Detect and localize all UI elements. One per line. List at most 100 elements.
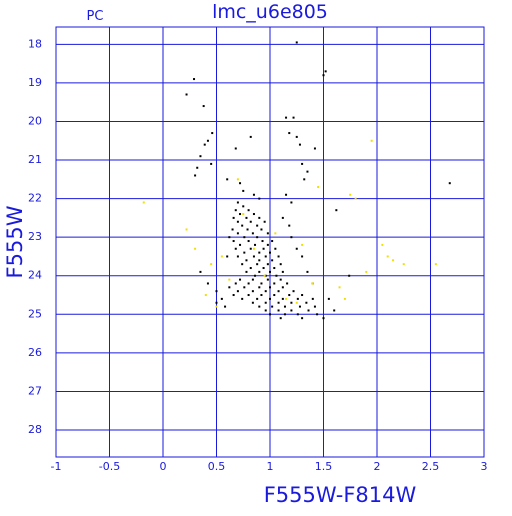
y-tick-label: 18 bbox=[28, 37, 42, 50]
y-tick-label: 27 bbox=[28, 384, 42, 397]
data-point bbox=[246, 228, 249, 231]
data-point bbox=[281, 297, 284, 300]
data-point bbox=[306, 270, 309, 273]
data-point bbox=[251, 301, 254, 304]
data-point bbox=[295, 301, 298, 304]
data-point bbox=[228, 278, 231, 281]
data-point bbox=[258, 251, 261, 254]
data-point bbox=[220, 255, 223, 258]
data-point bbox=[264, 255, 267, 258]
data-point bbox=[228, 236, 231, 239]
data-point bbox=[232, 216, 235, 219]
data-point bbox=[258, 197, 261, 200]
data-point bbox=[311, 282, 314, 285]
data-point bbox=[327, 297, 330, 300]
data-point bbox=[317, 186, 320, 189]
data-point bbox=[348, 274, 351, 277]
x-tick-label: 1.5 bbox=[315, 460, 333, 473]
data-point bbox=[269, 286, 271, 289]
data-point bbox=[194, 174, 197, 177]
data-point bbox=[215, 305, 218, 308]
data-point bbox=[252, 247, 255, 250]
data-point bbox=[215, 290, 218, 293]
data-point bbox=[249, 247, 252, 250]
data-point bbox=[241, 224, 244, 227]
x-tick-label: 2.5 bbox=[422, 460, 440, 473]
data-point bbox=[215, 301, 218, 304]
data-point bbox=[286, 282, 289, 285]
data-point bbox=[273, 294, 276, 297]
data-point bbox=[296, 297, 299, 300]
x-tick-label: 0 bbox=[160, 460, 167, 473]
data-point bbox=[295, 135, 298, 138]
data-point bbox=[245, 216, 248, 219]
data-point bbox=[211, 132, 214, 135]
data-point bbox=[313, 305, 316, 308]
data-point bbox=[236, 290, 239, 293]
data-point bbox=[281, 270, 284, 273]
data-point bbox=[266, 243, 269, 246]
x-tick-label: 0.5 bbox=[208, 460, 226, 473]
y-tick-label: 20 bbox=[28, 114, 42, 127]
data-point bbox=[256, 263, 259, 266]
data-point bbox=[274, 247, 277, 250]
data-point bbox=[239, 243, 242, 246]
data-point bbox=[303, 178, 306, 181]
data-point bbox=[242, 205, 245, 208]
data-point bbox=[349, 193, 352, 196]
data-point bbox=[247, 282, 250, 285]
data-point bbox=[199, 155, 202, 158]
data-point bbox=[232, 240, 235, 243]
data-point bbox=[333, 309, 336, 312]
data-point bbox=[258, 305, 261, 308]
data-point bbox=[281, 286, 284, 289]
data-point bbox=[254, 274, 257, 277]
data-point bbox=[290, 301, 293, 304]
data-point bbox=[279, 317, 282, 320]
data-point bbox=[448, 182, 451, 185]
data-point bbox=[269, 251, 271, 254]
data-point bbox=[274, 232, 277, 235]
data-point bbox=[271, 240, 274, 243]
data-point bbox=[283, 305, 286, 308]
data-point bbox=[258, 270, 261, 273]
data-point bbox=[243, 286, 246, 289]
y-tick-label: 28 bbox=[28, 423, 42, 436]
plot-frame bbox=[55, 26, 485, 458]
data-point bbox=[307, 309, 310, 312]
data-point bbox=[226, 178, 229, 181]
data-point bbox=[196, 166, 199, 169]
data-point bbox=[236, 178, 239, 181]
data-point bbox=[290, 236, 293, 239]
data-point bbox=[262, 267, 265, 270]
data-point bbox=[288, 132, 291, 135]
data-point bbox=[285, 297, 288, 300]
data-point bbox=[301, 317, 304, 320]
data-point bbox=[288, 224, 291, 227]
data-point bbox=[283, 313, 286, 316]
data-point bbox=[392, 259, 395, 262]
data-point bbox=[263, 274, 266, 277]
data-point bbox=[252, 193, 255, 196]
chart-title: lmc_u6e805 bbox=[212, 1, 328, 23]
data-point bbox=[234, 282, 237, 285]
data-point bbox=[295, 41, 298, 44]
data-point bbox=[193, 78, 196, 81]
x-tick-label: -0.5 bbox=[99, 460, 120, 473]
data-point bbox=[324, 70, 327, 73]
data-point bbox=[269, 270, 271, 273]
y-tick-label: 21 bbox=[28, 153, 42, 166]
y-tick-label: 23 bbox=[28, 230, 42, 243]
data-point bbox=[298, 143, 301, 146]
data-point bbox=[264, 274, 267, 277]
data-point bbox=[239, 182, 242, 185]
data-point bbox=[316, 313, 319, 316]
data-point bbox=[242, 213, 245, 216]
data-point bbox=[194, 247, 197, 250]
data-point bbox=[290, 309, 293, 312]
data-point bbox=[258, 259, 261, 262]
data-point bbox=[236, 220, 239, 223]
data-point bbox=[298, 305, 301, 308]
